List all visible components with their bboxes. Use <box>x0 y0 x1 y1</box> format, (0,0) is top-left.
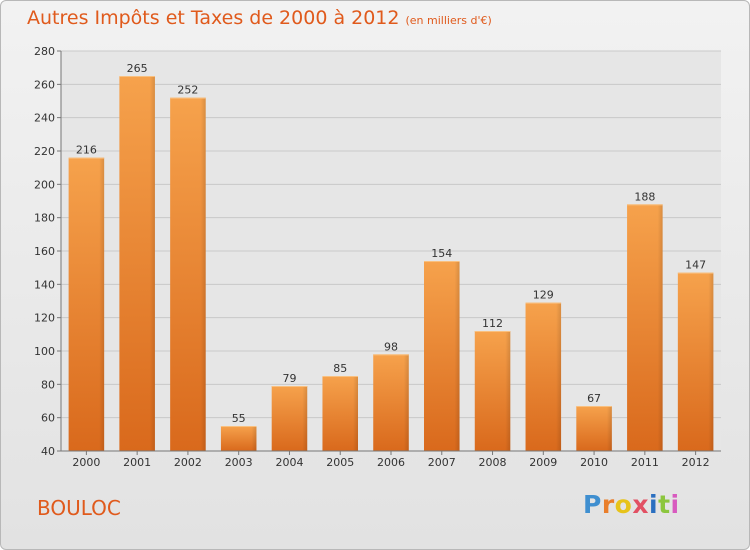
x-tick-label: 2005 <box>326 456 354 469</box>
bar-shade <box>200 97 206 452</box>
logo-letter: i <box>670 490 680 519</box>
bar-shade <box>657 204 663 451</box>
bar-shade <box>353 376 358 451</box>
bar-shade <box>403 354 409 451</box>
town-name: BOULOC <box>37 496 121 520</box>
bar-shade <box>149 76 155 451</box>
y-tick-label: 80 <box>41 378 55 391</box>
data-label: 252 <box>177 84 198 97</box>
y-tick-label: 220 <box>34 145 55 158</box>
x-tick-label: 2007 <box>428 456 456 469</box>
logo-letter: r <box>601 490 615 519</box>
logo-letter: i <box>649 490 659 519</box>
bar <box>170 97 206 452</box>
y-tick-label: 60 <box>41 412 55 425</box>
x-tick-label: 2004 <box>275 456 303 469</box>
logo-letter: x <box>632 490 649 519</box>
x-tick-label: 2002 <box>174 456 202 469</box>
chart-subtitle: (en milliers d'€) <box>405 14 492 27</box>
y-tick-label: 100 <box>34 345 55 358</box>
x-tick-label: 2001 <box>123 456 151 469</box>
data-label: 265 <box>127 62 148 75</box>
x-tick-label: 2000 <box>72 456 100 469</box>
data-label: 154 <box>431 247 452 260</box>
x-tick-label: 2010 <box>580 456 608 469</box>
data-label: 188 <box>634 190 655 203</box>
x-tick-label: 2011 <box>631 456 659 469</box>
data-label: 79 <box>282 372 296 385</box>
y-tick-label: 260 <box>34 78 55 91</box>
y-tick-label: 200 <box>34 178 55 191</box>
data-label: 216 <box>76 144 97 157</box>
bar <box>474 331 511 451</box>
logo-letter: o <box>614 490 633 519</box>
y-tick-label: 180 <box>34 212 55 225</box>
data-label: 129 <box>533 289 554 302</box>
bar-shade <box>556 302 562 451</box>
y-tick-label: 160 <box>34 245 55 258</box>
bar <box>525 302 562 451</box>
bar <box>322 376 358 451</box>
data-label: 112 <box>482 317 503 330</box>
chart-title-text: Autres Impôts et Taxes de 2000 à 2012 <box>27 7 400 29</box>
x-tick-label: 2006 <box>377 456 405 469</box>
bar-shade <box>454 261 460 451</box>
y-tick-label: 40 <box>41 445 55 458</box>
y-tick-label: 240 <box>34 112 55 125</box>
x-tick-label: 2009 <box>529 456 557 469</box>
bar <box>424 261 460 451</box>
x-tick-label: 2012 <box>682 456 710 469</box>
data-label: 98 <box>384 340 398 353</box>
bar <box>271 386 308 451</box>
data-label: 147 <box>685 259 706 272</box>
bar-shade <box>251 426 257 451</box>
bar-shade <box>99 157 105 451</box>
data-label: 85 <box>333 362 347 375</box>
x-tick-label: 2003 <box>225 456 253 469</box>
x-axis: 2000 2001 2002 2003 2004 2005 2006 2007 2008 2009… <box>61 450 721 469</box>
x-tick-label: 2008 <box>479 456 507 469</box>
y-tick-label: 120 <box>34 312 55 325</box>
chart-title: Autres Impôts et Taxes de 2000 à 2012 (en… <box>27 7 492 29</box>
bar <box>576 406 612 451</box>
bar <box>68 157 105 451</box>
bars-group: 216 265 252 55 79 85 98 154 112 129 67 188 147 <box>68 62 714 452</box>
y-tick-label: 280 <box>34 45 55 58</box>
bar <box>373 354 409 451</box>
data-label: 67 <box>587 392 601 405</box>
y-tick-label: 140 <box>34 278 55 291</box>
y-axis: 40 60 80 100 120 140 160 180 200 220 240 260 280 <box>34 45 62 458</box>
logo-letter: t <box>658 490 671 519</box>
bar <box>220 426 257 451</box>
bar-shade <box>302 386 308 451</box>
bar <box>627 204 663 451</box>
bar-shade <box>505 331 511 451</box>
bar-shade <box>708 272 714 451</box>
data-label: 55 <box>232 412 246 425</box>
proxiti-logo: Proxiti <box>583 490 680 519</box>
bar <box>119 76 155 451</box>
bar-shade <box>606 406 612 451</box>
logo-letter: P <box>583 490 602 519</box>
bar <box>677 272 714 451</box>
